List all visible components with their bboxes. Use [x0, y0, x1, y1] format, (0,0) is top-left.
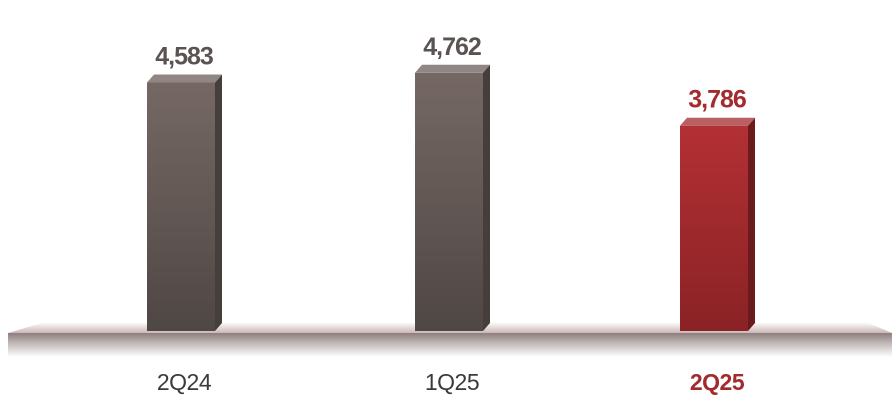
bar-front-face: [147, 82, 215, 332]
category-label-2q24: 2Q24: [157, 369, 212, 395]
value-label-1q25: 4,762: [423, 33, 481, 61]
category-label-2q25: 2Q25: [690, 369, 745, 395]
bar-front-face: [415, 72, 483, 332]
bar-top-face: [680, 117, 755, 126]
bar-side-face: [748, 117, 755, 331]
value-labels: 4,583 4,762 3,786: [155, 33, 747, 114]
bar-side-face: [215, 74, 222, 332]
category-label-1q25: 1Q25: [425, 369, 479, 395]
bars: [147, 64, 755, 332]
value-label-2q24: 4,583: [155, 43, 213, 71]
bar-2q24: [147, 74, 222, 332]
bar-top-face: [147, 74, 222, 83]
bar-side-face: [483, 64, 490, 332]
bar-2q25: [680, 117, 755, 331]
bar-top-face: [415, 64, 490, 73]
category-labels: 2Q24 1Q25 2Q25: [157, 369, 745, 395]
chart-floor: [8, 322, 892, 357]
bar-front-face: [680, 125, 748, 331]
bar-1q25: [415, 64, 490, 332]
value-label-2q25: 3,786: [688, 86, 746, 114]
floor-front: [8, 333, 892, 357]
